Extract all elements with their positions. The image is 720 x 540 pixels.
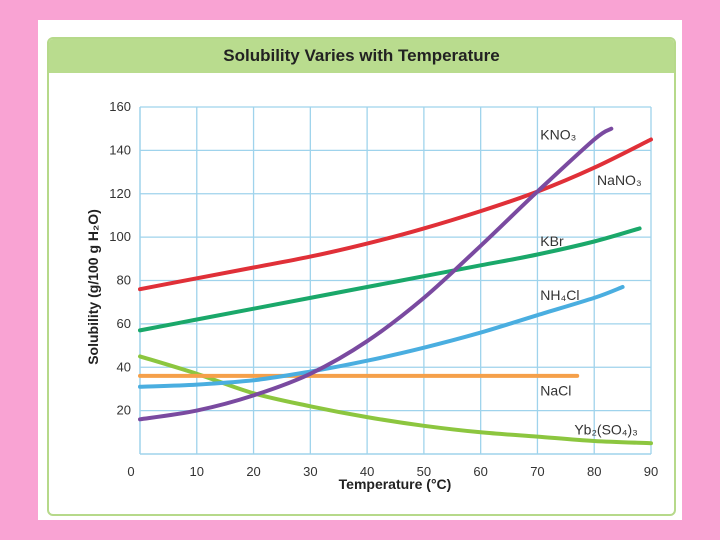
series-line <box>138 226 642 333</box>
x-tick-label: 20 <box>246 464 260 479</box>
x-tick-label: 0 <box>127 464 134 479</box>
series-labels: KNO₃ NaNO₃ KBr NH₄Cl NaCl Yb₂(SO₄)₃ <box>540 127 641 438</box>
series-line <box>138 285 625 389</box>
series-line <box>138 137 653 292</box>
series-label: KNO₃ <box>540 127 576 143</box>
line-chart: 0 10 20 30 40 50 60 70 80 9020406080100120140160 … <box>85 99 658 492</box>
series-label: KBr <box>540 233 564 249</box>
x-tick-label: 30 <box>303 464 317 479</box>
y-tick-label: 160 <box>109 99 131 114</box>
chart-panel: Solubility Varies with Temperature 0 10 20… <box>47 37 676 516</box>
y-tick-label: 40 <box>117 359 131 374</box>
y-tick-label: 80 <box>117 273 131 288</box>
x-tick-label: 90 <box>644 464 658 479</box>
y-tick-label: 60 <box>117 316 131 331</box>
x-tick-label: 50 <box>417 464 431 479</box>
x-axis-label: Temperature (°C) <box>339 476 452 492</box>
series-label: NaCl <box>540 382 571 398</box>
series-lines <box>138 126 653 446</box>
series-label: NaNO₃ <box>597 172 642 188</box>
x-tick-label: 10 <box>190 464 204 479</box>
series-label: Yb₂(SO₄)₃ <box>574 421 638 437</box>
y-tick-label: 120 <box>109 186 131 201</box>
series-line <box>138 126 614 422</box>
y-tick-label: 20 <box>117 403 131 418</box>
x-tick-label: 70 <box>530 464 544 479</box>
x-tick-label: 40 <box>360 464 374 479</box>
x-tick-label: 80 <box>587 464 601 479</box>
y-axis-label: Solubility (g/100 g H₂O) <box>85 209 101 365</box>
chart-title: Solubility Varies with Temperature <box>223 46 500 65</box>
title-bar: Solubility Varies with Temperature <box>49 39 674 73</box>
series-label: NH₄Cl <box>540 287 579 303</box>
x-tick-label: 60 <box>473 464 487 479</box>
slide-background: Solubility Varies with Temperature 0 10 20… <box>38 20 682 520</box>
y-tick-label: 140 <box>109 142 131 157</box>
axes: 0 10 20 30 40 50 60 70 80 90 20 40 60 80 100 120 140 160 <box>109 99 658 479</box>
y-tick-label: 100 <box>109 229 131 244</box>
